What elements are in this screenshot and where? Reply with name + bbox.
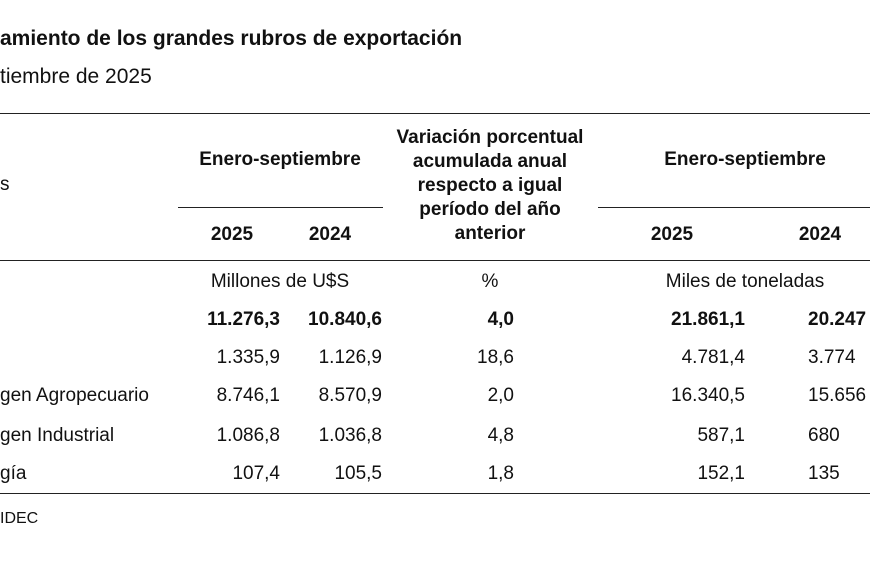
cell: 2,0 [487, 385, 514, 406]
cell: 16.340,5 [671, 385, 745, 406]
year-header: 2025 [650, 224, 694, 245]
variation-header: Variación porcentual acumulada anual respe… [384, 126, 596, 246]
cell: 105,5 [334, 463, 382, 484]
corner-header: s [0, 174, 10, 195]
cell: 1.126,9 [318, 347, 382, 368]
cell: 8.746,1 [216, 385, 280, 406]
variation-line: respecto a igual [417, 175, 563, 196]
cell: 152,1 [697, 463, 745, 484]
cell: 20.247 [808, 309, 867, 330]
group-header: Enero-septiembre [199, 149, 361, 170]
variation-line: anterior [454, 223, 526, 244]
cell: 680 [808, 425, 840, 446]
year-header: 2024 [308, 224, 352, 245]
header-rule [0, 260, 870, 261]
variation-line: período del año [419, 199, 561, 220]
cell: 1,8 [487, 463, 514, 484]
row-label: gen Agropecuario [0, 385, 149, 406]
cell: 4,0 [487, 309, 514, 330]
cell: 1.335,9 [216, 347, 280, 368]
variation-line: acumulada anual [412, 151, 568, 172]
cell: 587,1 [697, 425, 745, 446]
title: amiento de los grandes rubros de exporta… [0, 27, 463, 50]
cell: 4.781,4 [681, 347, 745, 368]
cell: 1.086,8 [216, 425, 280, 446]
cell: 8.570,9 [318, 385, 382, 406]
year-header: 2024 [798, 224, 842, 245]
unit-label: Miles de toneladas [665, 271, 825, 292]
cell: 10.840,6 [308, 309, 382, 330]
cell: 3.774 [808, 347, 856, 368]
unit-label: Millones de U$S [210, 271, 350, 292]
unit-label: % [481, 271, 499, 292]
cell: 135 [808, 463, 840, 484]
cell: 11.276,3 [207, 309, 280, 330]
bottom-rule [0, 493, 870, 494]
cell: 1.036,8 [318, 425, 382, 446]
cell: 107,4 [232, 463, 280, 484]
cell: 18,6 [477, 347, 514, 368]
variation-line: Variación porcentual [396, 127, 584, 148]
row-label: gía [0, 463, 27, 484]
group-rule [598, 207, 870, 208]
subtitle: tiembre de 2025 [0, 65, 152, 88]
group-header: Enero-septiembre [664, 149, 826, 170]
group-rule [178, 207, 383, 208]
cell: 4,8 [487, 425, 514, 446]
year-header: 2025 [210, 224, 254, 245]
source: IDEC [0, 510, 39, 527]
cell: 21.861,1 [671, 309, 745, 330]
top-rule [0, 113, 870, 114]
cell: 15.656 [808, 385, 867, 406]
row-label: gen Industrial [0, 425, 115, 446]
